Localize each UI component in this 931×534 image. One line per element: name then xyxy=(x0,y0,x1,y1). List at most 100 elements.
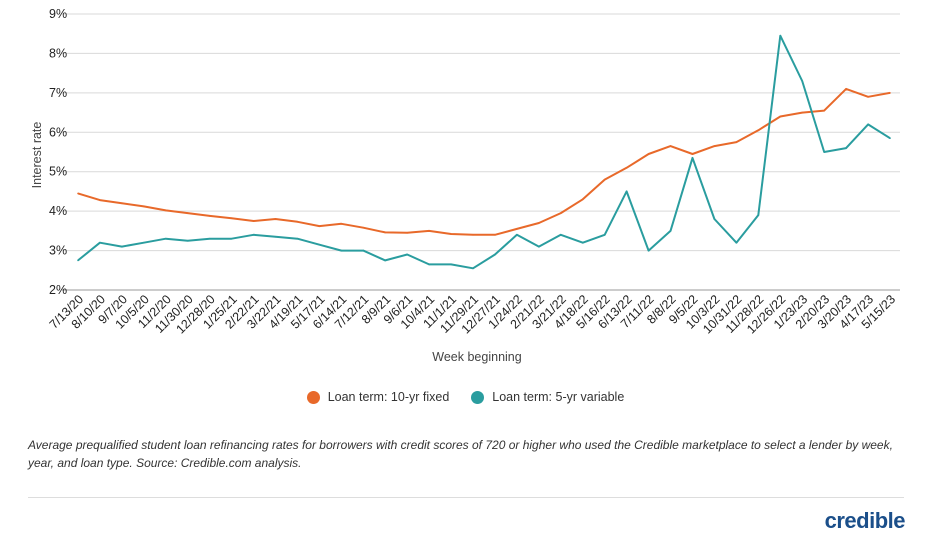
data-point xyxy=(779,115,782,118)
data-point xyxy=(779,34,782,37)
data-point xyxy=(230,217,233,219)
data-point xyxy=(889,92,891,94)
data-point xyxy=(801,80,803,82)
data-point xyxy=(801,111,803,114)
data-point xyxy=(603,178,606,181)
data-point xyxy=(274,218,277,220)
data-point xyxy=(384,259,387,262)
data-point xyxy=(450,233,452,235)
data-point xyxy=(735,241,738,244)
data-point xyxy=(647,249,650,252)
data-point xyxy=(428,263,430,266)
legend-item-5yr-variable[interactable]: Loan term: 5-yr variable xyxy=(471,390,624,404)
data-point xyxy=(121,202,123,205)
x-axis-title: Week beginning xyxy=(432,350,521,364)
data-point xyxy=(582,198,584,201)
data-point xyxy=(252,234,255,236)
data-point xyxy=(516,234,518,236)
data-point xyxy=(384,231,387,234)
y-axis-title: Interest rate xyxy=(30,122,44,189)
data-point xyxy=(647,153,650,155)
data-point xyxy=(472,234,474,236)
data-point xyxy=(143,205,145,208)
data-point xyxy=(735,141,738,143)
data-point xyxy=(625,167,628,169)
data-point xyxy=(669,145,672,147)
data-point xyxy=(757,214,760,216)
legend-item-10yr-fixed[interactable]: Loan term: 10-yr fixed xyxy=(306,390,450,404)
data-point xyxy=(713,145,716,147)
data-point xyxy=(296,221,299,223)
data-point xyxy=(845,88,847,90)
legend-label-5yr-variable: Loan term: 5-yr variable xyxy=(492,390,625,404)
data-point xyxy=(99,199,101,201)
data-point xyxy=(823,151,825,153)
y-tick-label: 8% xyxy=(49,46,67,60)
data-point xyxy=(669,230,672,232)
data-point xyxy=(252,220,255,222)
data-point xyxy=(713,218,716,220)
y-tick-label: 3% xyxy=(49,244,67,258)
data-point xyxy=(603,234,606,236)
data-point xyxy=(318,225,321,227)
data-point xyxy=(560,212,562,214)
y-tick-label: 9% xyxy=(49,7,67,21)
data-point xyxy=(274,236,277,238)
data-point xyxy=(318,243,321,246)
data-point xyxy=(428,230,430,232)
legend-dot-10yr-fixed xyxy=(306,390,320,404)
legend-dot-5yr-variable xyxy=(471,390,485,404)
data-point xyxy=(472,267,474,270)
line-chart: 2% 3% 4% 5% 6% 7% 8% 9% 7/13/208/10/209/7/2010/… xyxy=(30,7,900,364)
y-tick-label: 4% xyxy=(49,204,67,218)
data-point xyxy=(516,228,518,230)
data-point xyxy=(845,147,847,149)
data-point xyxy=(340,223,343,225)
y-axis-ticks: 2% 3% 4% 5% 6% 7% 8% 9% xyxy=(49,7,67,297)
data-point xyxy=(99,241,101,244)
data-point xyxy=(208,237,211,240)
y-tick-label: 2% xyxy=(49,283,67,297)
data-point xyxy=(296,237,299,240)
y-tick-label: 5% xyxy=(49,165,67,179)
data-point xyxy=(757,129,760,132)
credible-logo[interactable]: credible xyxy=(824,508,906,533)
data-point xyxy=(362,226,365,229)
data-point xyxy=(186,212,189,214)
data-point xyxy=(538,245,540,248)
data-point xyxy=(494,253,496,256)
footer-divider xyxy=(28,497,904,498)
data-point xyxy=(494,234,496,236)
series-line-5yr-variable xyxy=(77,34,891,270)
y-tick-label: 6% xyxy=(49,125,67,139)
legend: Loan term: 10-yr fixed Loan term: 5-yr v… xyxy=(0,390,931,404)
gridlines xyxy=(62,13,900,291)
data-point xyxy=(165,209,167,212)
chart-caption: Average prequalified student loan refina… xyxy=(28,438,893,470)
series-line-10yr-fixed xyxy=(77,87,891,236)
data-point xyxy=(362,249,365,252)
y-tick-label: 7% xyxy=(49,86,67,100)
x-axis-ticks: 7/13/208/10/209/7/2010/5/2011/2/2011/30/… xyxy=(47,292,898,336)
data-point xyxy=(560,234,562,236)
data-point xyxy=(186,239,189,242)
data-point xyxy=(691,157,694,159)
data-point xyxy=(165,237,167,240)
data-point xyxy=(889,137,891,139)
data-point xyxy=(867,96,869,98)
data-point xyxy=(77,192,79,195)
data-point xyxy=(625,190,628,193)
data-point xyxy=(208,215,211,217)
legend-label-10yr-fixed: Loan term: 10-yr fixed xyxy=(327,390,450,404)
data-point xyxy=(121,245,123,248)
data-point xyxy=(538,222,540,224)
data-point xyxy=(450,263,452,266)
data-point xyxy=(230,237,233,240)
data-point xyxy=(406,232,409,234)
data-point xyxy=(582,241,584,244)
data-point xyxy=(77,259,79,262)
data-point xyxy=(867,123,869,126)
data-point xyxy=(823,109,825,112)
data-point xyxy=(143,241,145,244)
data-point xyxy=(340,249,343,252)
